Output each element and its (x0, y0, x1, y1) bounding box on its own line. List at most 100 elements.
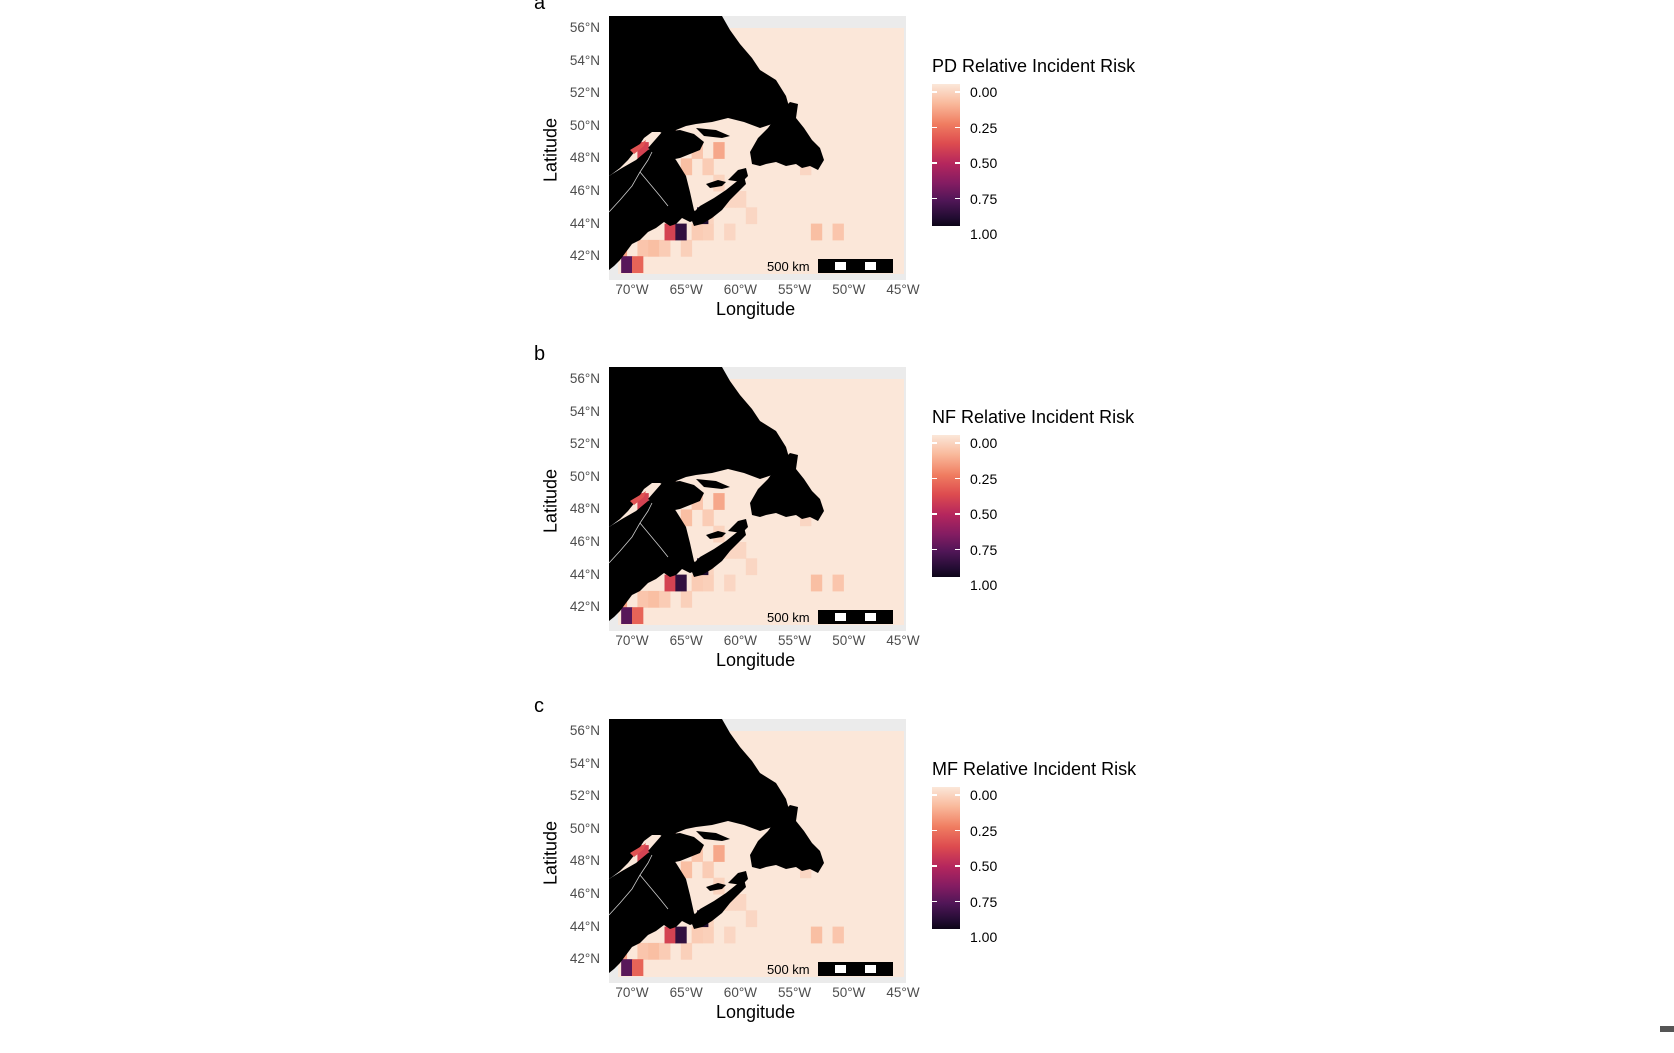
risk-cell (702, 926, 714, 944)
risk-cell (810, 926, 823, 944)
risk-cell (680, 942, 693, 960)
risk-cell-high (675, 223, 687, 241)
legend-tick-label: 0.00 (970, 787, 998, 803)
lat-tick-label: 48°N (569, 853, 600, 869)
lat-tick-label: 48°N (569, 150, 600, 166)
land-polygon (690, 879, 746, 929)
map-panel-b: b 500 km 56°N 54°N 52°N 50°N 48°N 46°N 44°N 42°N 7… (0, 343, 1674, 701)
lat-tick-label: 44°N (569, 566, 600, 582)
lon-tick-label: 70°W (615, 282, 649, 297)
scale-bar-segment (848, 259, 863, 273)
legend-tick-label: 0.00 (970, 435, 998, 451)
land-polygon (609, 16, 790, 176)
map-panel-a: a 500 km 56°N 54°N 52°N 50°N 48°N 46°N 44°N 42°N 7… (0, 0, 1674, 350)
map-plot: 500 km (608, 367, 906, 631)
scale-bar: 500 km (767, 259, 893, 274)
risk-cell (713, 142, 725, 159)
legend-tick-label: 1.00 (970, 577, 998, 593)
risk-cell (648, 239, 660, 257)
land-polygon (609, 847, 700, 973)
land-polygon (609, 367, 790, 527)
risk-cell-high (630, 140, 646, 154)
risk-cell (745, 558, 758, 576)
lon-tick-label: 50°W (832, 282, 866, 297)
risk-cell (680, 590, 693, 608)
legend-tick-label: 0.50 (970, 506, 998, 522)
map-plot: 500 km (608, 719, 906, 983)
risk-cell (637, 590, 649, 608)
lon-tick-label: 60°W (723, 985, 757, 1000)
lon-tick-label: 70°W (615, 985, 649, 1000)
map-plot: 500 km (608, 16, 906, 280)
land-polygon (750, 102, 824, 170)
risk-cell-high (630, 491, 646, 505)
risk-cell (702, 223, 714, 241)
lon-tick-label: 60°W (723, 633, 757, 648)
risk-cell (734, 191, 747, 208)
risk-cell-high (664, 574, 676, 592)
risk-cell-high (621, 607, 633, 624)
risk-cell-high (637, 845, 649, 862)
risk-cell (637, 942, 649, 960)
legend-title: MF Relative Incident Risk (932, 759, 1137, 779)
land-polygon (690, 527, 746, 577)
scale-bar-label: 500 km (767, 962, 810, 977)
risk-cell (637, 239, 649, 257)
land-polygon (690, 176, 746, 226)
risk-cell (659, 590, 671, 608)
lat-tick-label: 42°N (569, 248, 600, 264)
land-polygon (609, 495, 700, 621)
scale-bar-segment (818, 962, 833, 976)
risk-cell (810, 574, 823, 592)
risk-cell-high (621, 959, 633, 976)
lat-tick-label: 52°N (569, 788, 600, 804)
lon-tick-label: 55°W (778, 282, 812, 297)
land-polygon (648, 833, 704, 863)
land-polygon (728, 871, 748, 885)
risk-cell (734, 894, 747, 911)
risk-cell (734, 542, 747, 559)
scale-bar: 500 km (767, 962, 893, 977)
risk-cell (832, 926, 844, 944)
lat-tick-label: 52°N (569, 85, 600, 101)
land-polygon (728, 168, 748, 182)
lon-tick-label: 45°W (886, 633, 920, 648)
risk-cell (680, 861, 693, 879)
lon-tick-label: 45°W (886, 282, 920, 297)
land-polygon (609, 719, 790, 879)
risk-cell (745, 910, 758, 928)
risk-cell-high (632, 959, 644, 976)
scale-bar-segment (818, 610, 833, 624)
lon-tick-label: 50°W (832, 633, 866, 648)
lon-tick-label: 60°W (723, 282, 757, 297)
land-polygon (696, 831, 730, 841)
legend-tick-label: 0.00 (970, 84, 998, 100)
risk-cell (810, 223, 823, 241)
legend-tick-label: 0.50 (970, 858, 998, 874)
legend-tick-label: 0.25 (970, 470, 998, 487)
risk-cell-high (664, 223, 676, 241)
risk-cell (702, 509, 714, 527)
risk-cell (745, 207, 758, 225)
lat-tick-label: 46°N (569, 534, 600, 549)
scale-bar-segment (848, 962, 863, 976)
risk-cell-high (630, 843, 646, 857)
scale-bar-segment (865, 262, 876, 270)
risk-cell (680, 509, 693, 527)
risk-cell (713, 493, 725, 510)
risk-cell (832, 574, 844, 592)
land-polygon (750, 453, 824, 521)
lat-tick-label: 56°N (569, 371, 600, 386)
legend-title: NF Relative Incident Risk (932, 407, 1135, 427)
panel-letter: a (534, 0, 546, 14)
land-polygon (648, 481, 704, 511)
land-polygon (648, 130, 704, 160)
lat-tick-label: 50°N (569, 820, 600, 836)
risk-cell (648, 942, 660, 960)
lat-tick-label: 44°N (569, 918, 600, 934)
land-polygon (696, 128, 730, 138)
legend-colorbar (932, 787, 960, 929)
lat-tick-label: 44°N (569, 215, 600, 231)
scale-bar-segment (818, 259, 833, 273)
risk-cell (713, 845, 725, 862)
